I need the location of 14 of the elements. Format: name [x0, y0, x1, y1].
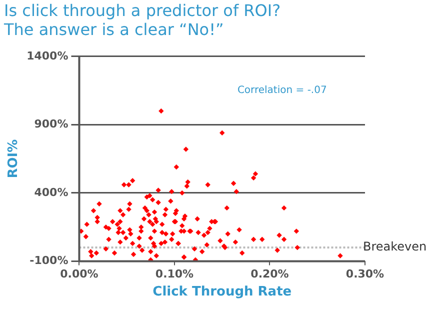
y-tick-label: 900%	[34, 118, 68, 131]
ref-line-label: Breakeven	[363, 240, 427, 254]
y-axis-title: ROI%	[6, 139, 22, 178]
x-axis-title: Click Through Rate	[152, 284, 292, 300]
y-tick-label: 400%	[34, 186, 68, 199]
y-tick-label: 1400%	[26, 49, 68, 62]
x-tick-label: 0.20%	[250, 268, 289, 281]
chart-title: Is click through a predictor of ROI?	[4, 0, 281, 20]
y-tick-label: -100%	[30, 254, 68, 268]
chart-subtitle: The answer is a clear “No!”	[3, 20, 224, 39]
x-tick-label: 0.00%	[60, 268, 98, 281]
annotation: Correlation = -.07	[237, 84, 327, 96]
x-tick-label: 0.30%	[346, 268, 384, 281]
x-tick-label: 0.10%	[155, 268, 194, 281]
